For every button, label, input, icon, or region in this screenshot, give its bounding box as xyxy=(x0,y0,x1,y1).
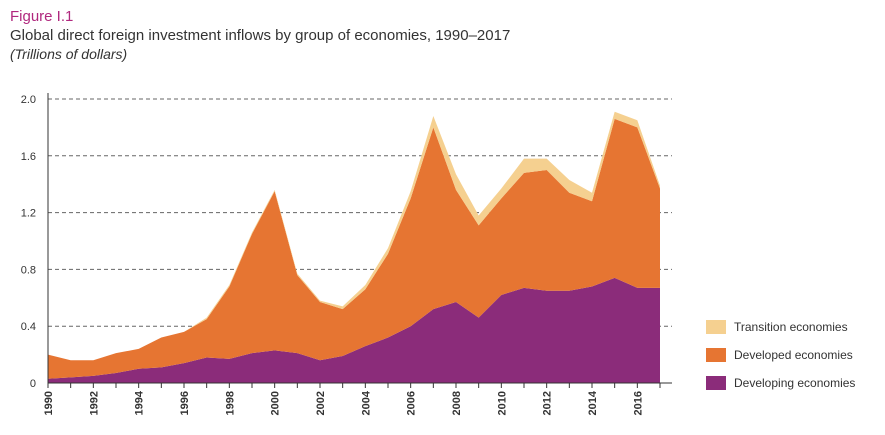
x-tick-label: 2012 xyxy=(542,391,554,415)
area-developing xyxy=(48,277,660,383)
axes xyxy=(47,93,672,384)
chart-subtitle: (Trillions of dollars) xyxy=(10,46,128,62)
legend-item-transition: Transition economies xyxy=(706,313,855,341)
x-tick-label: 2002 xyxy=(315,391,327,415)
x-tick-label: 1996 xyxy=(179,391,191,415)
legend-swatch-developed xyxy=(706,348,726,362)
x-axis-ticks: 1990 1992 1994 1996 1998 2000 2002 2004 2006 2008… xyxy=(43,383,661,415)
legend-label-developed: Developed economies xyxy=(734,348,853,362)
x-tick-label: 2010 xyxy=(496,391,508,415)
x-tick-label: 1990 xyxy=(43,391,55,415)
x-tick-label: 1992 xyxy=(88,391,100,415)
x-tick-label: 2006 xyxy=(406,391,418,415)
y-tick-label: 0 xyxy=(30,378,36,390)
x-tick-label: 2016 xyxy=(632,391,644,415)
y-axis-ticks: 0 0.4 0.8 1.2 1.6 2.0 xyxy=(21,94,36,390)
legend-item-developed: Developed economies xyxy=(706,341,855,369)
x-tick-label: 2014 xyxy=(587,390,599,415)
chart-title: Global direct foreign investment inflows… xyxy=(10,27,511,44)
y-tick-label: 0.4 xyxy=(21,321,36,333)
x-tick-label: 1994 xyxy=(134,390,146,415)
legend: Transition economies Developed economies… xyxy=(706,313,855,397)
legend-label-transition: Transition economies xyxy=(734,320,848,334)
x-tick-label: 1998 xyxy=(224,391,236,415)
y-tick-label: 1.6 xyxy=(21,151,36,163)
y-tick-label: 0.8 xyxy=(21,264,36,276)
x-tick-label: 2000 xyxy=(270,391,282,415)
legend-item-developing: Developing economies xyxy=(706,369,855,397)
stacked-areas xyxy=(48,111,660,383)
x-tick-label: 2004 xyxy=(360,390,372,415)
legend-swatch-developing xyxy=(706,376,726,390)
figure-label: Figure I.1 xyxy=(10,8,74,25)
chart-header: Figure I.1 Global direct foreign investm… xyxy=(10,8,510,63)
legend-swatch-transition xyxy=(706,320,726,334)
legend-label-developing: Developing economies xyxy=(734,376,856,390)
x-tick-label: 2008 xyxy=(451,391,463,415)
y-tick-label: 1.2 xyxy=(21,208,36,220)
area-developed xyxy=(48,118,660,379)
y-tick-label: 2.0 xyxy=(21,94,36,106)
